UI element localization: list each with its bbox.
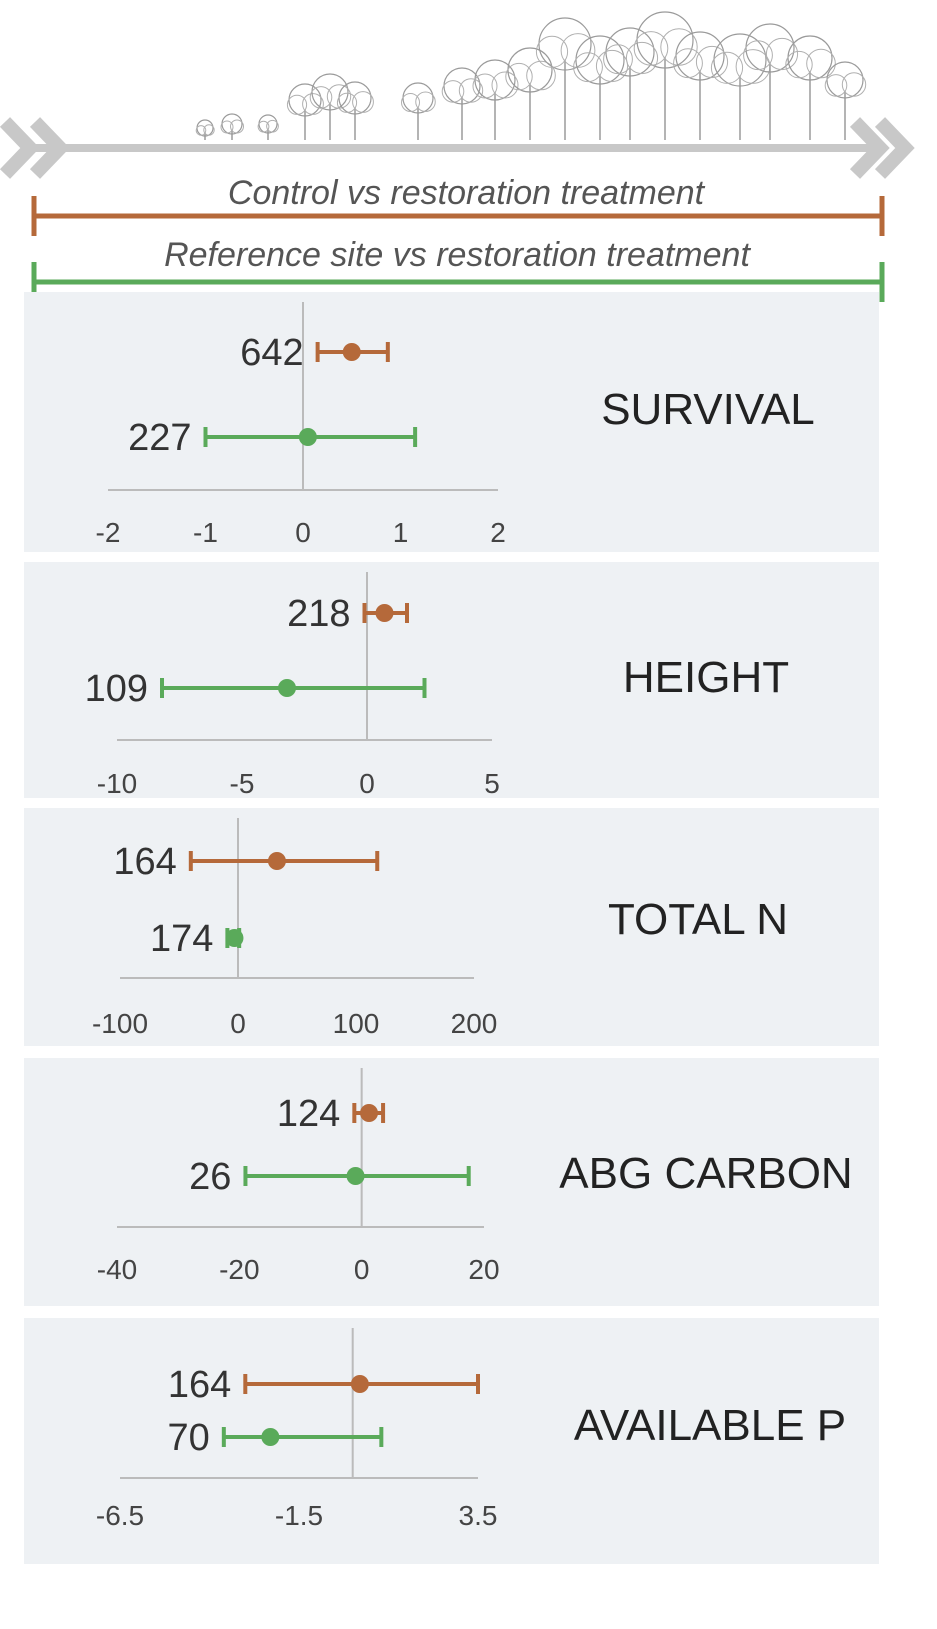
point-estimate [278,679,296,697]
legend-control-label: Control vs restoration treatment [228,174,706,212]
tree-icon [710,33,771,140]
reference-estimate: 26 [189,1156,471,1198]
point-estimate [346,1167,365,1185]
x-tick-label: -100 [92,1008,148,1039]
variable-label: AVAILABLE P [574,1401,846,1450]
tree-icon [573,35,629,140]
point-estimate [298,428,317,446]
legend-control: Control vs restoration treatment [31,174,885,236]
x-tick-label: -5 [230,768,255,799]
tree-icon [785,35,836,140]
tree-icon [603,27,659,140]
x-tick-label: 3.5 [459,1500,498,1531]
x-tick-label: -20 [219,1254,259,1285]
x-tick-label: -6.5 [96,1500,144,1531]
panel-3: -40 -20 0 20 ABG CARBON 124 26 [24,1058,879,1306]
tree-icon [286,83,324,140]
control-estimate: 218 [287,593,409,635]
variable-label: TOTAL N [608,895,788,944]
panel-1: -10 -5 0 5 HEIGHT 218 109 [24,562,879,799]
point-estimate [375,604,394,622]
reference-estimate: 227 [128,417,418,459]
sample-size-label: 642 [240,332,303,374]
point-estimate [360,1104,379,1122]
x-tick-label: -1.5 [275,1500,323,1531]
sample-size-label: 164 [168,1364,231,1406]
legend-reference: Reference site vs restoration treatment [31,236,885,302]
succession-arrow [0,117,915,179]
x-tick-label: 0 [295,517,311,548]
x-tick-label: 0 [359,768,375,799]
tree-icon [743,23,799,140]
point-estimate [225,929,244,947]
x-tick-label: 0 [230,1008,246,1039]
control-estimate: 124 [277,1093,386,1135]
tree-icon [824,61,867,140]
variable-label: HEIGHT [623,653,789,702]
tree-icon [220,113,244,140]
sample-size-label: 218 [287,593,350,635]
point-estimate [342,343,361,361]
control-estimate: 164 [113,841,380,883]
panel-background [24,292,879,552]
control-estimate: 164 [168,1364,480,1406]
tree-icon [195,119,215,140]
sample-size-label: 227 [128,417,191,459]
sample-size-label: 164 [113,841,176,883]
x-tick-label: 0 [354,1254,370,1285]
panel-background [24,808,879,1046]
forest-succession-illustration [195,11,867,140]
right-chevron-icon [849,117,890,179]
sample-size-label: 70 [168,1417,210,1459]
panel-background [24,562,879,798]
x-tick-label: -40 [97,1254,137,1285]
panel-background [24,1058,879,1306]
tree-icon [441,67,484,140]
tree-icon [472,59,519,140]
x-tick-label: 200 [451,1008,498,1039]
x-tick-label: 100 [333,1008,380,1039]
x-tick-label: -10 [97,768,137,799]
panel-2: -100 0 100 200 TOTAL N 164 174 [24,808,879,1046]
reference-estimate: 70 [168,1417,384,1459]
tree-icon [505,47,556,140]
sample-size-label: 26 [189,1156,231,1198]
control-estimate: 642 [240,332,390,374]
x-tick-label: 20 [468,1254,499,1285]
legend-reference-label: Reference site vs restoration treatment [164,236,751,274]
point-estimate [267,852,286,870]
tree-icon [336,81,374,140]
x-tick-label: 1 [393,517,409,548]
tree-icon [633,11,698,140]
sample-size-label: 124 [277,1093,340,1135]
right-chevron-icon [874,117,915,179]
reference-estimate: 174 [150,918,244,960]
x-tick-label: 5 [484,768,500,799]
left-chevron-icon [29,117,70,179]
x-tick-label: 2 [490,517,506,548]
panel-0: -2 -1 0 1 2 SURVIVAL 642 227 [24,292,879,552]
tree-icon [535,17,596,140]
x-tick-label: -1 [193,517,218,548]
left-chevron-icon [0,117,40,179]
variable-label: SURVIVAL [601,385,815,434]
sample-size-label: 174 [150,918,213,960]
tree-icon [257,114,279,140]
tree-icon [673,31,729,140]
panel-4: -6.5 -1.5 3.5 AVAILABLE P 164 70 [24,1318,879,1564]
tree-icon [309,73,352,140]
x-tick-label: -2 [96,517,121,548]
point-estimate [261,1428,280,1446]
reference-estimate: 109 [85,668,427,710]
panel-background [24,1318,879,1564]
variable-label: ABG CARBON [559,1149,852,1198]
point-estimate [350,1375,369,1393]
tree-icon [401,82,436,140]
sample-size-label: 109 [85,668,148,710]
